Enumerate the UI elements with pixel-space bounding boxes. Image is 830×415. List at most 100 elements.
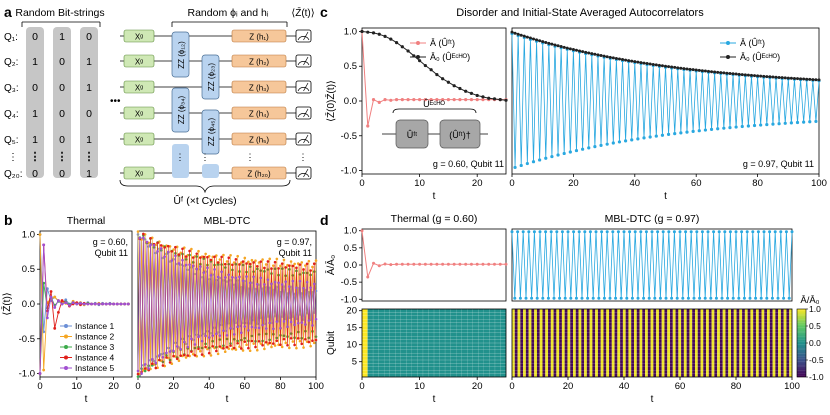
b-right-series-2-point [302, 346, 305, 349]
chart-c-right: 0 20 40 60 80 100 t Ā (Ûᶠᵗ) Ā₀ (Ûᴱᶜᴴᴼ) g = 0.97… [509, 27, 827, 202]
b-right-series-2-point [312, 341, 316, 345]
b-right-series-4-point [216, 261, 220, 264]
b-right-series-1-point [225, 280, 229, 283]
b-right-series-3-point [136, 375, 140, 378]
qubit-vdots: ⋮ [8, 152, 18, 163]
c-left-ylabel: ⟨Z̄(0)Z̄(t)⟩ [324, 80, 337, 122]
b-right-series-4-point [227, 256, 231, 260]
b-right-series-4-point [280, 262, 284, 265]
c-right-series-2-point [673, 65, 677, 69]
b-right-series-4-point [136, 372, 140, 376]
b-left-series-4-point [49, 290, 53, 293]
bit-value: 1 [32, 108, 38, 120]
c-right-series-2-point [522, 34, 526, 38]
c-left-xtick-label: 10 [414, 178, 425, 189]
c-right-series-2-point [706, 69, 710, 73]
b-left-series-2-point [38, 233, 42, 236]
b-right-series-1-point [241, 321, 245, 325]
b-right-series-5-point [209, 274, 213, 277]
c-right-series-2-point [670, 65, 674, 69]
b-right-series-2-point [204, 252, 207, 256]
c-left-series-1-point [418, 98, 422, 102]
d-heat-right-xtick-label: 0 [509, 381, 514, 392]
meter-icon-needle [303, 56, 309, 66]
b-right-series-2-point [222, 253, 225, 257]
b-right-series-5-point [186, 345, 190, 349]
bit-value: 0 [59, 82, 65, 94]
b-right-series-4-point [174, 245, 177, 249]
c-right-series-2-point [716, 70, 720, 74]
c-right-series-1-point [722, 126, 726, 130]
b-left-series-5-point [126, 302, 130, 306]
c-right-series-2-point [802, 77, 806, 81]
b-left-legend-label: Instance 4 [75, 353, 114, 363]
zz-vdots-2: ⋮ [201, 152, 210, 162]
zz-gate-34 [171, 87, 190, 133]
c-right-series-1-point [574, 148, 579, 153]
meter-icon-needle [303, 134, 309, 144]
b-right-series-4-point [295, 266, 298, 270]
b-left-series-1-point [64, 298, 68, 302]
c-left-series-2-point [377, 32, 381, 36]
d-top-right-series-1-point [653, 296, 657, 300]
b-right-series-4-point [300, 342, 304, 346]
c-right-series-2-point [535, 38, 539, 42]
b-left-annotation: Qubit 11 [95, 248, 128, 258]
c-left-legend-marker [416, 55, 420, 59]
zz-gate-45-label: ZZ (ϕ₄₅) [207, 118, 216, 147]
c-right-series-2-point [694, 68, 698, 72]
b-right-series-4-point [298, 263, 302, 266]
colorbar-segment [797, 331, 806, 333]
c-right-series-1-point [666, 132, 671, 136]
inset-ufdag-box [439, 119, 481, 149]
b-right-series-2-point [234, 348, 238, 351]
c-left-legend-marker [416, 41, 420, 45]
c-left-xtick-label: 20 [472, 178, 483, 189]
b-right-series-1-point [248, 322, 252, 325]
b-right-series-2-point [307, 259, 311, 263]
d-top-left-series-1-point [458, 262, 462, 266]
meter-icon-needle [303, 31, 309, 41]
b-right-series-3-point [143, 369, 147, 373]
b-right-series-4-point [239, 347, 243, 350]
d-top-right-series-1-point [597, 296, 601, 300]
c-right-series-2-point [608, 55, 612, 59]
b-right-series-5-point [197, 335, 200, 339]
c-right-series-1-point [642, 136, 646, 140]
b-left-legend-marker [64, 345, 68, 349]
b-right-series-5-point [273, 280, 277, 284]
b-left-series-5-point [38, 372, 42, 375]
c-right-series-2-point [771, 75, 775, 79]
meter-icon-arc [297, 36, 310, 41]
circuit-ellipsis: ••• [110, 96, 121, 107]
b-left-series-5-point [79, 301, 82, 305]
b-right-series-4-point [181, 247, 184, 251]
b-right-series-5-point [231, 275, 234, 279]
d-top-right-series-1-point [692, 296, 696, 300]
c-left-series-2-point [418, 59, 422, 63]
c-right-legend-label: Ā₀ (Ûᴱᶜᴴᴼ) [740, 52, 780, 62]
colorbar-segment [797, 375, 806, 378]
heatmap-d-left: 0 10 20 5 10 15 20 t Qubit [326, 306, 507, 405]
b-left-xtick-label: 20 [108, 381, 119, 392]
d-top-right-series-1-point [555, 230, 559, 234]
b-right-series-4-point [241, 260, 245, 263]
c-right-series-1-point [525, 161, 529, 166]
b-right-series-4-point [234, 258, 238, 261]
c-right-series-1-point [556, 153, 560, 157]
c-right-series-2-point [624, 58, 628, 62]
c-right-series-2-point [799, 77, 803, 81]
d-top-left-ytick-label: -1.0 [341, 294, 357, 305]
bit-value: 1 [86, 134, 92, 146]
d-top-right-series-1-point [563, 296, 567, 300]
b-left-series-4-point [53, 326, 57, 330]
c-right-series-2-point [654, 63, 658, 67]
d-top-left-series-1-point [469, 262, 473, 266]
b-right-series-2-point [190, 247, 193, 251]
c-right-series-2-point [599, 54, 603, 58]
c-right-xtick-label: 20 [568, 178, 579, 189]
d-top-right-series-1-point [745, 230, 749, 234]
c-right-series-2-point [667, 65, 671, 69]
b-right-series-1-point [247, 287, 250, 290]
panel-label-b: b [4, 212, 13, 228]
